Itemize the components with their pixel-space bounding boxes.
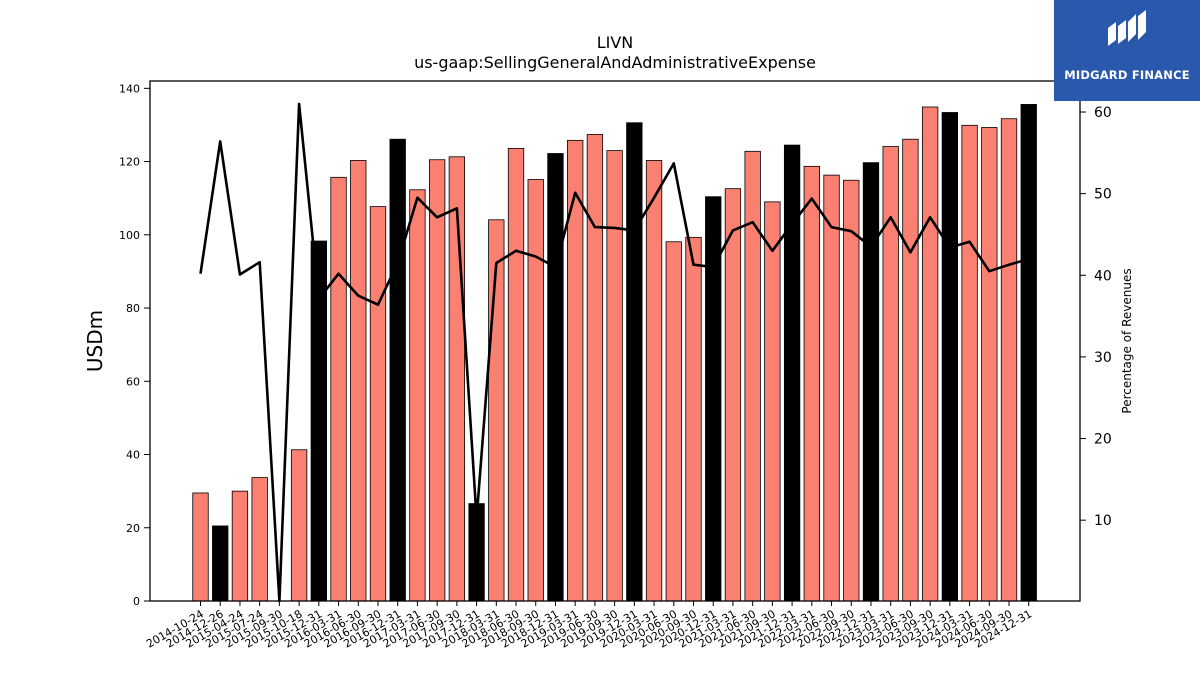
bar-2020-06-30 <box>665 241 682 602</box>
y-tick-label: 100 <box>119 229 140 242</box>
bar-2022-12-31 <box>862 162 880 602</box>
chart-title: LIVN <box>597 33 634 52</box>
bar-2024-09-30 <box>1000 118 1018 602</box>
bar-2022-06-30 <box>823 174 840 602</box>
bar-2016-12-31 <box>389 138 406 602</box>
bar-2016-06-30 <box>350 160 367 602</box>
logo-text: MIDGARD FINANCE <box>1064 68 1190 82</box>
bar-2024-03-31 <box>961 124 978 602</box>
bar-2017-06-30 <box>428 159 446 602</box>
bar-2019-06-30 <box>586 134 604 602</box>
bar-2017-03-31 <box>409 189 426 602</box>
bar-2023-12-31 <box>941 112 959 602</box>
line-series <box>199 102 1030 603</box>
y-tick-label: 40 <box>126 449 140 462</box>
bar-2024-12-31 <box>1020 104 1037 602</box>
logo-mark-icon <box>1108 10 1146 46</box>
y-axis-label: USDm <box>83 310 107 372</box>
bar-2020-09-30 <box>685 236 702 602</box>
bar-2021-12-31 <box>783 144 801 602</box>
y2-axis-label: Percentage of Revenues <box>1120 268 1134 413</box>
y2-tick-label: 10 <box>1094 513 1112 529</box>
y2-tick-label: 50 <box>1094 187 1112 203</box>
y-tick-label: 140 <box>119 82 140 95</box>
bars <box>192 104 1037 602</box>
bar-2023-09-30 <box>921 106 939 602</box>
bar-2016-09-30 <box>369 206 387 602</box>
y2-tick-label: 60 <box>1094 105 1112 121</box>
bar-2014-10-24 <box>192 492 209 602</box>
bar-2018-12-31 <box>547 153 564 602</box>
y2-tick-label: 40 <box>1094 268 1112 284</box>
bar-2018-09-30 <box>527 179 544 602</box>
bar-2018-06-30 <box>507 147 525 602</box>
y-axis-left: 0 20 40 60 80 100 120 140 <box>119 82 150 608</box>
bar-2015-07-24 <box>251 477 268 602</box>
y-tick-label: 20 <box>126 522 140 535</box>
bar-2019-12-31 <box>626 122 643 602</box>
bar-2021-06-30 <box>744 150 761 602</box>
bar-2022-09-30 <box>843 179 860 602</box>
brand-logo: MIDGARD FINANCE <box>1054 0 1200 101</box>
bar-2019-09-30 <box>606 150 623 602</box>
bar-2015-04-24 <box>231 490 249 602</box>
y-tick-label: 80 <box>126 302 140 315</box>
bar-2014-12-26 <box>212 525 229 602</box>
bar-2024-06-30 <box>981 127 998 602</box>
bar-2021-09-30 <box>764 201 781 602</box>
y2-tick-label: 20 <box>1094 432 1112 448</box>
percentage-line <box>199 102 1030 603</box>
bar-2022-03-31 <box>803 165 820 602</box>
y2-tick-label: 30 <box>1094 350 1112 366</box>
y-axis-right: 10 20 30 40 50 60 <box>1080 105 1112 529</box>
bar-2015-10-18 <box>290 449 308 602</box>
bar-2020-03-31 <box>645 160 663 602</box>
bar-2023-06-30 <box>902 138 919 602</box>
y-tick-label: 0 <box>133 595 140 608</box>
y-tick-label: 120 <box>119 156 140 169</box>
y-tick-label: 60 <box>126 375 140 388</box>
x-axis: 2014-10-242014-12-262015-04-242015-07-24… <box>144 601 1034 651</box>
chart-subtitle: us-gaap:SellingGeneralAndAdministrativeE… <box>414 53 816 72</box>
bar-2016-03-31 <box>330 176 347 602</box>
bar-2023-03-31 <box>882 146 899 602</box>
bar-2021-03-31 <box>724 188 742 602</box>
